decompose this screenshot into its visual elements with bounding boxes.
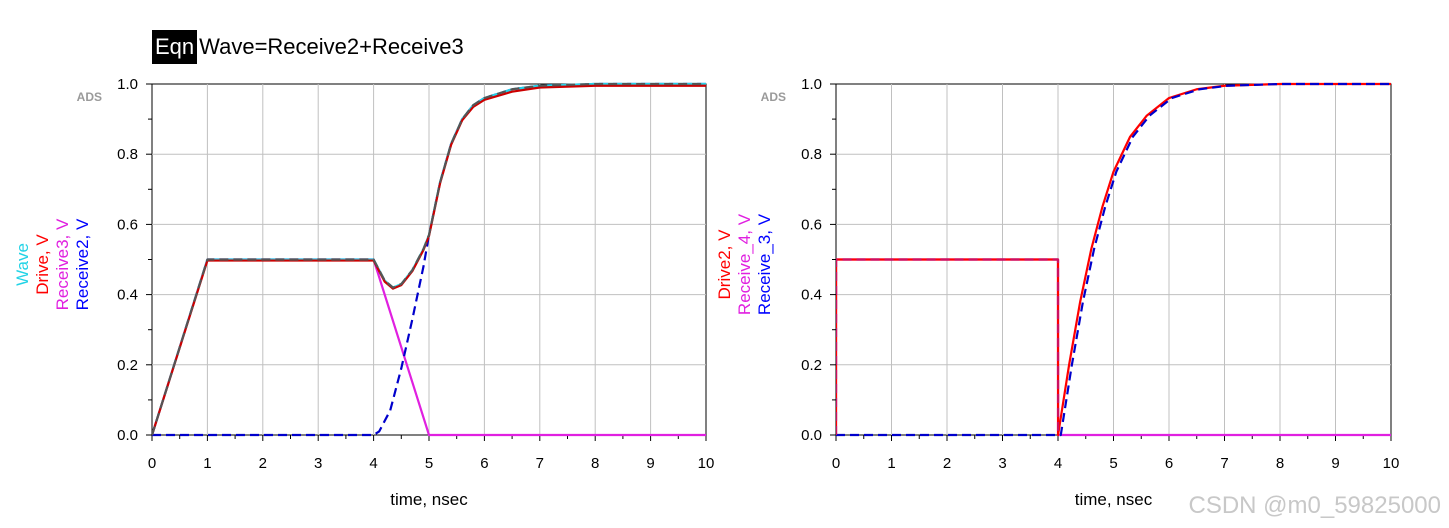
right-chart: 0 1 2 3 4 5 6 7 8 9 10 0.0 0.2 0.4 0.6 0.8 1.0 ADS time, n… <box>715 76 1399 509</box>
y-tick-label: 0.0 <box>117 427 138 444</box>
y-tick-label: 0.6 <box>117 216 138 233</box>
y-tick-label: 0.0 <box>801 427 822 444</box>
x-tick-label: 2 <box>259 455 267 472</box>
x-tick-label: 6 <box>480 455 488 472</box>
y-tick-label: 0.8 <box>801 146 822 163</box>
ads-badge: ADS <box>77 90 102 104</box>
y-tick-label: 0.2 <box>801 357 822 374</box>
ads-badge: ADS <box>761 90 786 104</box>
y-tick-label: 1.0 <box>117 76 138 93</box>
x-tick-label: 7 <box>536 455 544 472</box>
x-tick-label: 8 <box>591 455 599 472</box>
x-tick-label: 9 <box>646 455 654 472</box>
x-tick-label: 10 <box>1383 455 1400 472</box>
x-axis-label: time, nsec <box>390 490 468 509</box>
y-axis-label: Receive_4, V <box>735 213 754 315</box>
x-tick-label: 0 <box>148 455 156 472</box>
x-tick-label: 9 <box>1331 455 1339 472</box>
y-axis-label: Receive_3, V <box>755 213 774 315</box>
x-tick-label: 6 <box>1165 455 1173 472</box>
series-line-drive2-dash <box>836 258 1060 436</box>
y-tick-label: 0.4 <box>117 287 138 304</box>
y-tick-label: 0.6 <box>801 216 822 233</box>
x-tick-label: 4 <box>369 455 377 472</box>
left-chart: 0 1 2 3 4 5 6 7 8 9 10 0.0 0.2 0.4 0.6 0.8 1.0 ADS time, n… <box>13 76 714 509</box>
series-line-receive-3 <box>836 82 1391 437</box>
equation-text: Wave=Receive2+Receive3 <box>199 34 464 59</box>
equation-label: Eqn Wave=Receive2+Receive3 <box>152 30 464 64</box>
y-tick-label: 0.8 <box>117 146 138 163</box>
x-tick-label: 4 <box>1054 455 1062 472</box>
x-axis-label: time, nsec <box>1075 490 1153 509</box>
x-tick-label: 0 <box>832 455 840 472</box>
y-tick-label: 1.0 <box>801 76 822 93</box>
x-tick-label: 7 <box>1220 455 1228 472</box>
watermark: CSDN @m0_59825000 <box>1188 492 1441 519</box>
equation-tag: Eqn <box>152 30 198 64</box>
y-axis-label: Wave <box>13 243 32 286</box>
x-tick-label: 1 <box>203 455 211 472</box>
y-tick-label: 0.2 <box>117 357 138 374</box>
x-tick-label: 3 <box>998 455 1006 472</box>
y-axis-label: Drive, V <box>33 234 52 295</box>
x-tick-label: 8 <box>1276 455 1284 472</box>
y-axis-label: Drive2, V <box>715 229 734 300</box>
x-tick-label: 2 <box>943 455 951 472</box>
y-axis-label: Receive3, V <box>53 218 72 310</box>
x-tick-label: 3 <box>314 455 322 472</box>
y-axis-label: Receive2, V <box>73 218 92 310</box>
x-tick-label: 1 <box>887 455 895 472</box>
x-tick-label: 5 <box>425 455 433 472</box>
series-line-drive2 <box>836 82 1391 437</box>
series-line-wave-dash <box>152 82 706 436</box>
x-tick-label: 10 <box>698 455 715 472</box>
x-tick-label: 5 <box>1109 455 1117 472</box>
y-tick-label: 0.4 <box>801 287 822 304</box>
